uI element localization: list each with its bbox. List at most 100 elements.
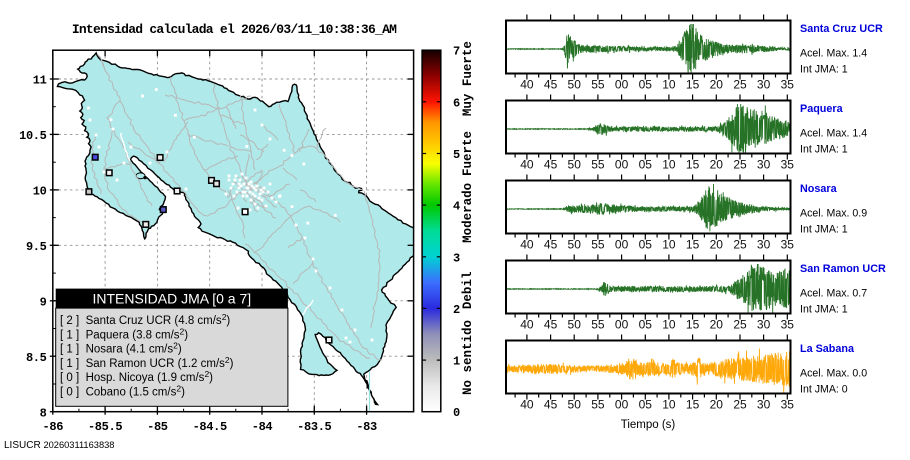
svg-text:Moderado: Moderado: [461, 183, 475, 243]
svg-text:15: 15: [686, 158, 700, 172]
svg-text:4: 4: [453, 200, 460, 214]
svg-text:10.5: 10.5: [19, 129, 47, 143]
svg-text:7: 7: [453, 45, 460, 59]
svg-text:Muy Fuerte: Muy Fuerte: [461, 41, 475, 116]
svg-text:55: 55: [591, 318, 605, 332]
svg-text:2: 2: [453, 303, 460, 317]
svg-text:9.5: 9.5: [26, 240, 47, 254]
svg-text:5: 5: [453, 148, 460, 162]
svg-text:40: 40: [520, 158, 534, 172]
svg-text:No sentido: No sentido: [461, 320, 475, 395]
svg-text:30: 30: [757, 78, 771, 92]
svg-text:35: 35: [781, 78, 795, 92]
svg-text:25: 25: [733, 158, 747, 172]
svg-text:-85.5: -85.5: [88, 420, 122, 434]
svg-text:00: 00: [615, 238, 629, 252]
svg-text:-83: -83: [356, 420, 377, 434]
svg-text:[ 1 ] Nosara (4.1 cm/s2): [ 1 ] Nosara (4.1 cm/s2): [60, 341, 182, 356]
svg-text:Nosara: Nosara: [800, 183, 838, 195]
svg-text:LISUCR 20260311163838: LISUCR 20260311163838: [4, 440, 114, 451]
svg-text:50: 50: [568, 318, 582, 332]
svg-text:05: 05: [639, 158, 653, 172]
svg-text:10: 10: [662, 318, 676, 332]
svg-text:35: 35: [781, 238, 795, 252]
svg-text:15: 15: [686, 78, 700, 92]
svg-text:45: 45: [544, 158, 558, 172]
svg-text:10: 10: [662, 398, 676, 412]
svg-text:1: 1: [453, 355, 460, 369]
svg-text:8: 8: [40, 406, 47, 420]
svg-text:00: 00: [615, 78, 629, 92]
svg-text:15: 15: [686, 238, 700, 252]
svg-text:[ 0 ] Hosp. Nicoya (1.9 cm/s2: [ 0 ] Hosp. Nicoya (1.9 cm/s2): [60, 369, 213, 384]
svg-text:20: 20: [710, 398, 724, 412]
svg-text:Int JMA: 1: Int JMA: 1: [800, 223, 848, 235]
svg-text:-84: -84: [252, 420, 273, 434]
svg-text:8.5: 8.5: [26, 351, 47, 365]
svg-text:55: 55: [591, 238, 605, 252]
svg-text:30: 30: [757, 398, 771, 412]
svg-text:00: 00: [615, 158, 629, 172]
svg-text:10: 10: [662, 238, 676, 252]
svg-text:10: 10: [662, 78, 676, 92]
svg-text:10: 10: [662, 158, 676, 172]
svg-text:45: 45: [544, 398, 558, 412]
svg-text:05: 05: [639, 318, 653, 332]
svg-text:50: 50: [568, 398, 582, 412]
svg-text:Acel. Max. 0.9: Acel. Max. 0.9: [800, 207, 867, 219]
svg-text:45: 45: [544, 318, 558, 332]
svg-text:Santa Cruz UCR: Santa Cruz UCR: [800, 23, 883, 35]
svg-text:3: 3: [453, 251, 460, 265]
svg-text:-86: -86: [43, 420, 64, 434]
svg-text:La Sabana: La Sabana: [800, 343, 855, 355]
svg-text:10: 10: [33, 185, 47, 199]
svg-text:[ 1 ] Paquera (3.8 cm/s2): [ 1 ] Paquera (3.8 cm/s2): [60, 326, 188, 341]
svg-text:Acel. Max. 1.4: Acel. Max. 1.4: [800, 47, 867, 59]
svg-text:9: 9: [40, 296, 47, 310]
svg-text:INTENSIDAD JMA [0 a 7]: INTENSIDAD JMA [0 a 7]: [92, 291, 251, 307]
svg-text:6: 6: [453, 96, 460, 110]
svg-text:Tiempo (s): Tiempo (s): [621, 419, 676, 431]
svg-text:15: 15: [686, 318, 700, 332]
svg-text:50: 50: [568, 78, 582, 92]
svg-text:00: 00: [615, 398, 629, 412]
svg-text:15: 15: [686, 398, 700, 412]
svg-text:20: 20: [710, 238, 724, 252]
svg-text:40: 40: [520, 78, 534, 92]
svg-text:Int JMA: 1: Int JMA: 1: [800, 63, 848, 75]
svg-text:Paquera: Paquera: [800, 103, 844, 115]
svg-text:35: 35: [781, 318, 795, 332]
svg-text:-84.5: -84.5: [193, 420, 227, 434]
svg-text:San Ramon UCR: San Ramon UCR: [800, 263, 886, 275]
svg-text:45: 45: [544, 238, 558, 252]
svg-text:-83.5: -83.5: [297, 420, 331, 434]
svg-text:25: 25: [733, 398, 747, 412]
svg-text:-85: -85: [147, 420, 168, 434]
svg-text:50: 50: [568, 158, 582, 172]
svg-text:25: 25: [733, 238, 747, 252]
svg-text:Acel. Max. 0.0: Acel. Max. 0.0: [800, 367, 867, 379]
svg-text:30: 30: [757, 238, 771, 252]
svg-text:Int JMA: 1: Int JMA: 1: [800, 143, 848, 155]
svg-text:05: 05: [639, 238, 653, 252]
svg-text:25: 25: [733, 318, 747, 332]
svg-text:05: 05: [639, 398, 653, 412]
svg-text:55: 55: [591, 158, 605, 172]
svg-text:40: 40: [520, 238, 534, 252]
svg-text:11: 11: [33, 74, 47, 88]
svg-text:30: 30: [757, 318, 771, 332]
svg-text:Int JMA: 1: Int JMA: 1: [800, 303, 848, 315]
svg-text:[ 2 ] Santa Cruz UCR (4.8 cm/: [ 2 ] Santa Cruz UCR (4.8 cm/s2): [60, 312, 230, 327]
svg-text:0: 0: [453, 406, 460, 420]
svg-text:00: 00: [615, 318, 629, 332]
svg-text:35: 35: [781, 398, 795, 412]
svg-text:Acel. Max. 1.4: Acel. Max. 1.4: [800, 127, 867, 139]
svg-text:30: 30: [757, 158, 771, 172]
svg-text:Fuerte: Fuerte: [461, 131, 475, 176]
svg-text:40: 40: [520, 398, 534, 412]
svg-text:Debil: Debil: [461, 272, 475, 310]
svg-text:25: 25: [733, 78, 747, 92]
svg-text:Acel. Max. 0.7: Acel. Max. 0.7: [800, 287, 867, 299]
svg-text:[ 1 ] San Ramon UCR (1.2 cm/s: [ 1 ] San Ramon UCR (1.2 cm/s2): [60, 355, 234, 370]
svg-text:[ 0 ] Cobano (1.5 cm/s2): [ 0 ] Cobano (1.5 cm/s2): [60, 384, 185, 399]
